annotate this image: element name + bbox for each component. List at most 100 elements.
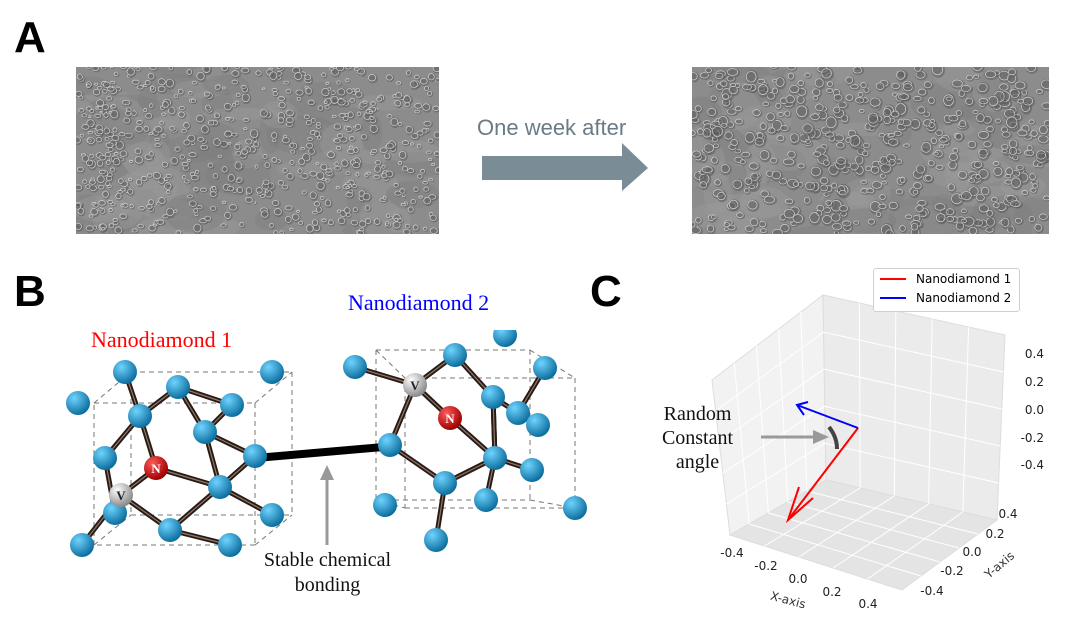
grid-line	[718, 368, 825, 443]
z-tick-label: -0.4	[1021, 458, 1044, 472]
grid-line	[822, 442, 999, 484]
angle-pointer-arrowhead	[813, 430, 829, 444]
carbon-atom	[128, 404, 152, 428]
carbon-atom	[193, 420, 217, 444]
microscopy-image-before	[76, 67, 439, 234]
vacancy-label: V	[410, 378, 420, 393]
y-axis-label: Y-axis	[981, 549, 1017, 582]
x-tick-label: -0.4	[720, 546, 743, 560]
carbon-atom	[506, 401, 530, 425]
microscopy-image-after	[692, 67, 1049, 234]
legend-label-1: Nanodiamond 1	[916, 271, 1012, 286]
x-tick-label: 0.0	[788, 572, 807, 586]
grid-line	[768, 512, 941, 563]
grid-line	[806, 490, 979, 535]
time-arrow-icon	[482, 143, 648, 191]
angle-note-line-3: angle	[675, 451, 720, 473]
grid-line	[822, 405, 1001, 447]
y-tick-label: -0.2	[940, 564, 963, 578]
carbon-atom	[66, 391, 90, 415]
carbon-atom	[474, 488, 498, 512]
chemical-bond-link	[255, 443, 385, 462]
carbon-atom	[218, 533, 242, 557]
grid-line	[858, 302, 861, 489]
grid-line	[733, 362, 750, 525]
panel-label-a: A	[14, 13, 46, 62]
carbon-atom	[70, 533, 94, 557]
carbon-atom	[443, 343, 467, 367]
carbon-atom	[373, 493, 397, 517]
nitrogen-atom	[438, 406, 462, 430]
x-tick-label: -0.2	[754, 559, 777, 573]
vacancy-atom	[403, 373, 427, 397]
y-tick-label: 0.4	[998, 507, 1017, 521]
grid-line	[722, 405, 826, 474]
y-tick-label: 0.0	[962, 545, 981, 559]
legend-item-nanodiamond-2: Nanodiamond 2	[874, 288, 1019, 307]
angle-note-line-1: Random	[663, 403, 732, 425]
carbon-atom	[220, 393, 244, 417]
nanodiamond-1-label: Nanodiamond 1	[91, 327, 233, 352]
carbon-atom	[483, 446, 507, 470]
carbon-atom	[93, 446, 117, 470]
carbon-atom	[243, 444, 267, 468]
grid-line	[755, 345, 769, 514]
nitrogen-atom	[144, 456, 168, 480]
grid-line	[822, 331, 1004, 373]
grid-line	[800, 311, 808, 492]
cage-edge	[254, 371, 293, 404]
z-tick-label: -0.2	[1021, 431, 1044, 445]
z-tick-label: 0.0	[1025, 403, 1044, 417]
vacancy-label: V	[116, 488, 126, 503]
random-angle-note: Random Constant angle	[640, 402, 755, 474]
angle-note-line-2: Constant	[661, 427, 734, 449]
bond-note-line-2: bonding	[294, 574, 361, 596]
carbon-atom	[208, 475, 232, 499]
carbon-atom	[260, 503, 284, 527]
nanodiamond-2-label: Nanodiamond 2	[348, 290, 490, 315]
plot-legend: Nanodiamond 1 Nanodiamond 2	[873, 268, 1020, 312]
bond-note-line-1: Stable chemical	[263, 549, 392, 571]
stable-bonding-note: Stable chemical bonding	[250, 548, 405, 598]
z-tick-label: 0.2	[1025, 375, 1044, 389]
cage-edge	[93, 514, 132, 546]
grid-line	[787, 501, 960, 549]
legend-item-nanodiamond-1: Nanodiamond 1	[874, 269, 1019, 288]
carbon-atom	[158, 518, 182, 542]
carbon-atom	[424, 528, 448, 552]
nitrogen-label: N	[151, 461, 161, 476]
nanodiamond-2-vector	[796, 404, 859, 429]
nanodiamond-1-arrowhead	[785, 486, 814, 524]
cage-edge	[254, 514, 293, 546]
grid-line	[822, 368, 1002, 410]
grid-line	[715, 331, 824, 412]
nanodiamond-structure: N V N V	[66, 330, 587, 557]
carbon-atom	[433, 471, 457, 495]
carbon-atom	[526, 413, 550, 437]
grid-line	[749, 523, 922, 577]
grid-line	[962, 326, 970, 513]
legend-swatch-red	[880, 277, 906, 280]
carbon-atom	[166, 375, 190, 399]
grid-line	[778, 328, 789, 503]
carbon-atom	[520, 458, 544, 482]
carbon-atom	[260, 360, 284, 384]
carbon-atom	[343, 355, 367, 379]
carbon-atom	[563, 496, 587, 520]
grid-line	[893, 310, 897, 497]
carbon-atom	[113, 360, 137, 384]
grid-line	[726, 442, 826, 505]
angle-arc	[827, 425, 839, 450]
bond-pointer-arrowhead	[320, 465, 334, 480]
z-tick-label: 0.4	[1025, 347, 1044, 361]
grid-line	[832, 503, 929, 569]
carbon-atom	[378, 433, 402, 457]
grid-line	[867, 511, 964, 580]
nanodiamond-2-arrowhead	[795, 401, 809, 416]
nanodiamond-1-vector	[787, 427, 859, 521]
x-tick-label: 0.4	[858, 597, 877, 611]
panel-label-b: B	[14, 267, 46, 316]
grid-line	[798, 495, 895, 558]
carbon-atom	[481, 385, 505, 409]
carbon-atom	[493, 330, 517, 347]
